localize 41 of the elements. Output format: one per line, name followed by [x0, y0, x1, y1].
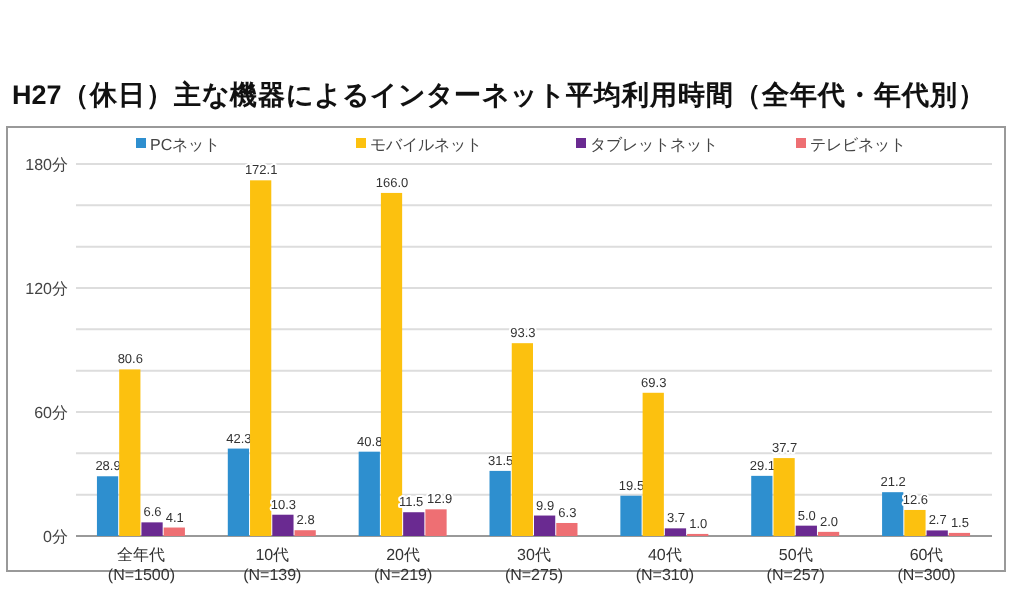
- legend-label: テレビネット: [810, 136, 906, 154]
- x-tick-label: 全年代 (N=1500): [107, 546, 176, 584]
- legend-label: PCネット: [150, 136, 221, 154]
- bar: [380, 192, 403, 536]
- y-tick-label: 180分: [25, 156, 68, 174]
- bar: [163, 527, 185, 536]
- x-tick-label: 30代 (N=275): [504, 546, 564, 584]
- bar: [250, 180, 272, 536]
- x-tick-label: 60代 (N=300): [897, 546, 957, 584]
- bar: [358, 451, 380, 536]
- legend-label: モバイルネット: [370, 136, 482, 154]
- x-tick-label: 50代 (N=257): [766, 546, 826, 584]
- bar: [425, 509, 447, 536]
- bar: [664, 528, 687, 536]
- bar: [751, 475, 773, 536]
- bar: [96, 476, 119, 536]
- chart-title: H27（休日）主な機器によるインターネット平均利用時間（全年代・年代別）: [12, 78, 986, 110]
- bar: [227, 448, 250, 536]
- bar: [534, 515, 556, 536]
- bar: [620, 495, 642, 536]
- bar: [272, 514, 294, 536]
- bar: [795, 525, 817, 536]
- y-tick-label: 60分: [34, 404, 68, 422]
- y-tick-label: 0分: [43, 528, 68, 546]
- bar: [882, 492, 904, 536]
- legend-label: タブレットネット: [590, 136, 718, 154]
- bar: [489, 470, 511, 536]
- bar: [642, 392, 664, 536]
- bar: [294, 530, 316, 536]
- bar: [141, 522, 163, 536]
- x-tick-label: 40代 (N=310): [635, 546, 695, 584]
- bar: [511, 343, 533, 536]
- bar: [403, 512, 425, 536]
- bar: [926, 530, 948, 536]
- bar: [904, 509, 926, 536]
- bar: [119, 369, 141, 536]
- x-tick-label: 20代 (N=219): [374, 546, 433, 584]
- x-tick-label: 10代 (N=139): [243, 546, 303, 584]
- y-tick-label: 120分: [25, 280, 68, 298]
- bar: [773, 458, 795, 536]
- bar: [556, 522, 578, 536]
